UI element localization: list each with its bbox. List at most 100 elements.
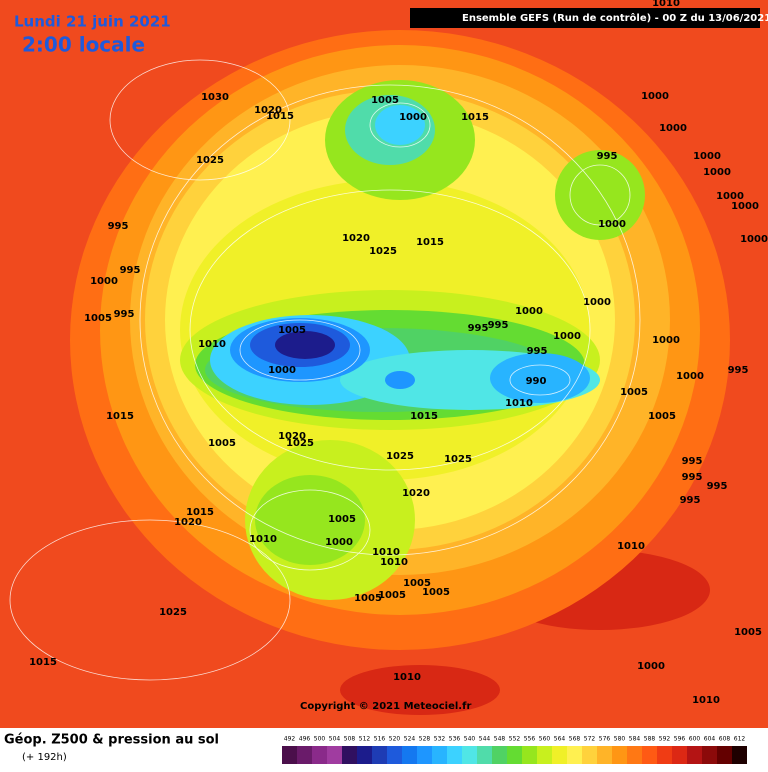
isobar-label: 1000 [399, 112, 427, 123]
colorbar-swatch [282, 746, 297, 764]
colorbar-label: 528 [419, 736, 431, 743]
date: Lundi 21 juin 2021 [14, 13, 171, 31]
colorbar-swatch [477, 746, 492, 764]
colorbar-label: 600 [689, 736, 701, 743]
colorbar-swatch [687, 746, 702, 764]
isobar-label: 1025 [369, 246, 397, 257]
isobar-label: 1000 [676, 371, 704, 382]
colorbar-label: 540 [464, 736, 476, 743]
colorbar-swatch [417, 746, 432, 764]
colorbar-label: 544 [479, 736, 491, 743]
isobar-label: 995 [597, 151, 618, 162]
isobar-label: 1025 [386, 451, 414, 462]
isobar-label: 1005 [371, 95, 399, 106]
isobar-label: 1005 [648, 411, 676, 422]
isobar-label: 995 [707, 481, 728, 492]
isobar-label: 995 [108, 221, 129, 232]
copyright: Copyright © 2021 Meteociel.fr [300, 701, 471, 712]
isobar-label: 1000 [553, 331, 581, 342]
colorbar-swatch [312, 746, 327, 764]
lead-time: (+ 192h) [22, 752, 67, 763]
colorbar-label: 492 [284, 736, 296, 743]
isobar-label: 1005 [278, 325, 306, 336]
isobar-label: 1010 [617, 541, 645, 552]
colorbar-swatch [357, 746, 372, 764]
isobar-label: 995 [114, 309, 135, 320]
isobar-label: 1020 [254, 105, 282, 116]
isobar-label: 1020 [174, 517, 202, 528]
colorbar-swatch [342, 746, 357, 764]
isobar-label: 995 [488, 320, 509, 331]
isobar-label: 990 [526, 376, 547, 387]
colorbar-label: 568 [569, 736, 581, 743]
isobar-label: 1020 [402, 488, 430, 499]
isobar-label: 1005 [620, 387, 648, 398]
colorbar-swatch [627, 746, 642, 764]
isobar-label: 1020 [342, 233, 370, 244]
isobar-label: 1010 [393, 672, 421, 683]
colorbar-swatch [462, 746, 477, 764]
isobar-label: 1000 [641, 91, 669, 102]
local-time: 2:00 locale [22, 33, 145, 57]
isobar-label: 1010 [380, 557, 408, 568]
isobar-label: 995 [527, 346, 548, 357]
colorbar-label: 608 [719, 736, 731, 743]
colorbar-label: 572 [584, 736, 596, 743]
isobar-label: 1025 [444, 454, 472, 465]
isobar-label: 1000 [652, 335, 680, 346]
colorbar-swatch [492, 746, 507, 764]
isobar-label: 1020 [278, 431, 306, 442]
colorbar-label: 532 [434, 736, 446, 743]
isobar-label: 1005 [734, 627, 762, 638]
isobar-label: 1025 [286, 438, 314, 449]
colorbar-swatch [372, 746, 387, 764]
colorbar-label: 548 [494, 736, 506, 743]
isobar-label: 1000 [583, 297, 611, 308]
colorbar-swatch [402, 746, 417, 764]
model-banner [410, 8, 760, 28]
colorbar-swatch [432, 746, 447, 764]
isobar-label: 1005 [208, 438, 236, 449]
colorbar-label: 588 [644, 736, 656, 743]
isobar-label: 1000 [716, 191, 744, 202]
colorbar-label: 556 [524, 736, 536, 743]
isobar-label: 1000 [740, 234, 768, 245]
isobar-label: 995 [680, 495, 701, 506]
isobar-label: 1030 [201, 92, 229, 103]
isobar-label: 1015 [416, 237, 444, 248]
colorbar-swatch [612, 746, 627, 764]
colorbar-label: 496 [299, 736, 311, 743]
isobar-label: 1000 [731, 201, 759, 212]
colorbar-label: 560 [539, 736, 551, 743]
colorbar-swatch [702, 746, 717, 764]
colorbar-swatch [552, 746, 567, 764]
colorbar-label: 524 [404, 736, 416, 743]
colorbar-label: 580 [614, 736, 626, 743]
colorbar-label: 516 [374, 736, 386, 743]
colorbar-label: 604 [704, 736, 716, 743]
isobar-label: 1015 [29, 657, 57, 668]
isobar-label: 995 [682, 456, 703, 467]
colorbar-label: 512 [359, 736, 371, 743]
isobar-label: 1010 [652, 0, 680, 9]
colorbar-label: 504 [329, 736, 341, 743]
model-info: Ensemble GEFS (Run de contrôle) - 00 Z d… [462, 12, 768, 24]
colorbar-label: 552 [509, 736, 521, 743]
isobar-label: 1000 [325, 537, 353, 548]
colorbar-swatch [672, 746, 687, 764]
isobar-label: 1000 [268, 365, 296, 376]
isobar-label: 1000 [659, 123, 687, 134]
isobar-label: 1010 [692, 695, 720, 706]
isobar-label: 1005 [328, 514, 356, 525]
colorbar-swatch [732, 746, 747, 764]
colorbar-swatch [657, 746, 672, 764]
colorbar-swatch [567, 746, 582, 764]
isobar-label: 1000 [703, 167, 731, 178]
isobar-label: 1005 [84, 313, 112, 324]
isobar-label: 995 [120, 265, 141, 276]
isobar-label: 1005 [403, 578, 431, 589]
colorbar-label: 596 [674, 736, 686, 743]
isobar-label: 1015 [186, 507, 214, 518]
